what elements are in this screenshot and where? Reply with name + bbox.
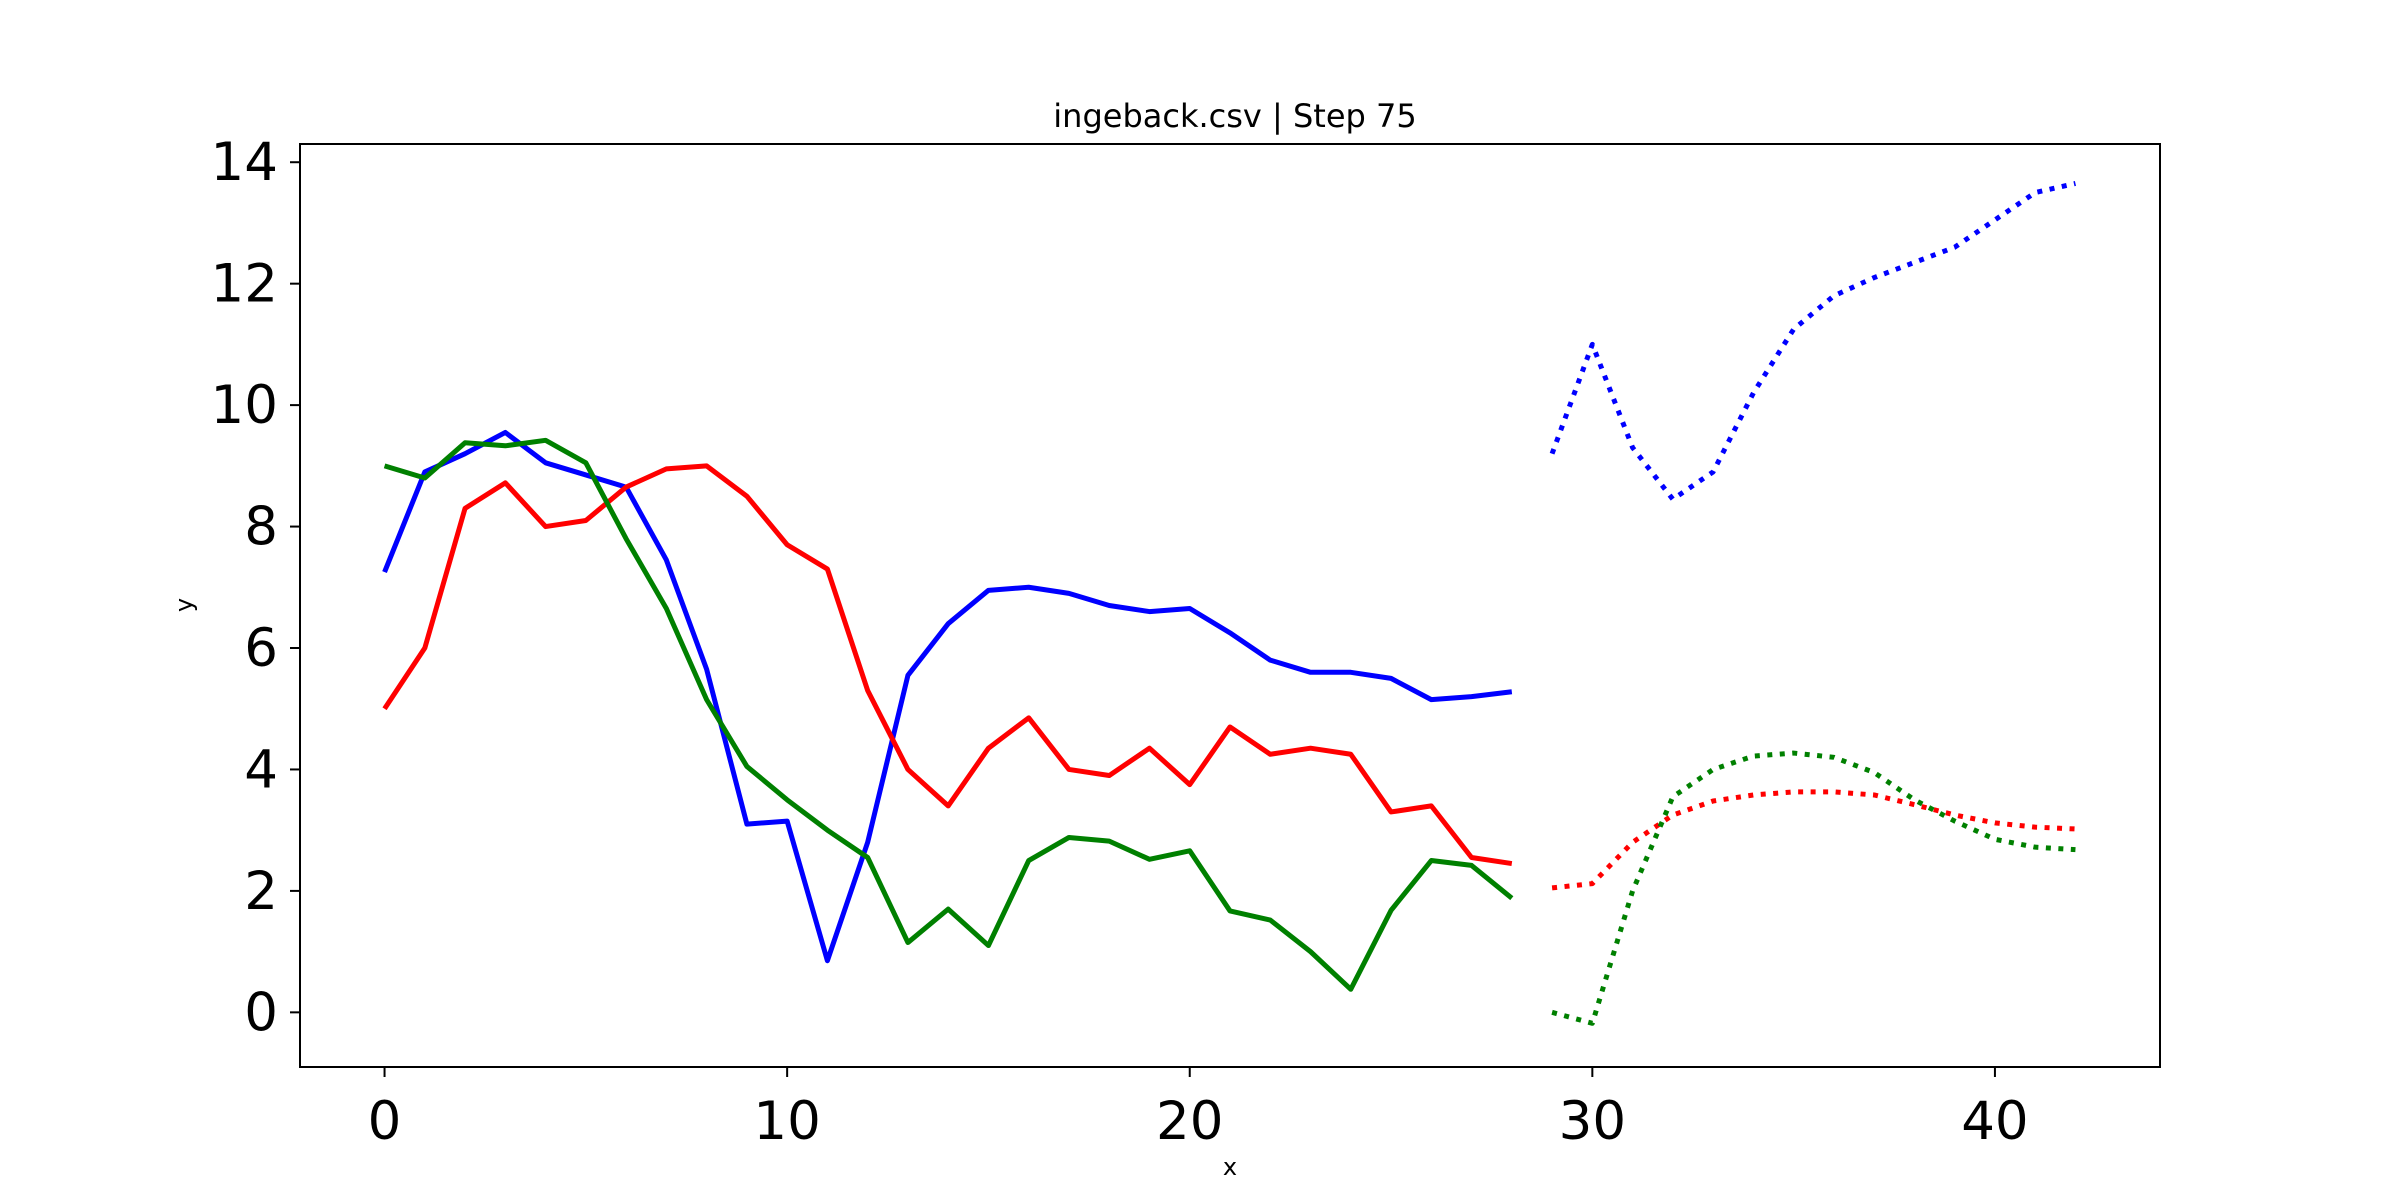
chart-title: ingeback.csv | Step 75: [1053, 97, 1416, 135]
series-line-0: [382, 429, 1513, 964]
series-line-3: [1549, 181, 2077, 502]
series-line-1: [382, 463, 1513, 867]
y-axis-label: y: [170, 598, 198, 612]
y-axis-ticks: 0 2 4 6 8 10 12 14: [211, 132, 300, 1043]
y-tick-label: 2: [244, 861, 278, 922]
y-tick-label: 12: [211, 254, 278, 315]
x-axis-ticks: 0 10 20 30 40: [368, 1067, 2029, 1152]
x-tick-label: 10: [753, 1091, 820, 1152]
y-tick-label: 10: [211, 375, 278, 436]
x-axis-label: x: [1223, 1153, 1237, 1181]
x-tick-label: 30: [1559, 1091, 1626, 1152]
y-tick-label: 4: [244, 739, 278, 800]
series-line-5: [1551, 750, 2076, 1026]
x-tick-label: 20: [1156, 1091, 1223, 1152]
y-tick-label: 6: [244, 618, 278, 679]
x-tick-label: 0: [368, 1091, 402, 1152]
series-line-2: [383, 437, 1514, 992]
y-tick-label: 14: [211, 132, 278, 193]
plot-area-frame: [299, 143, 2161, 1068]
series-line-4: [1551, 789, 2076, 891]
series-group: [382, 181, 2077, 1026]
y-tick-label: 8: [244, 497, 278, 558]
y-tick-label: 0: [244, 982, 278, 1043]
x-tick-label: 40: [1961, 1091, 2028, 1152]
